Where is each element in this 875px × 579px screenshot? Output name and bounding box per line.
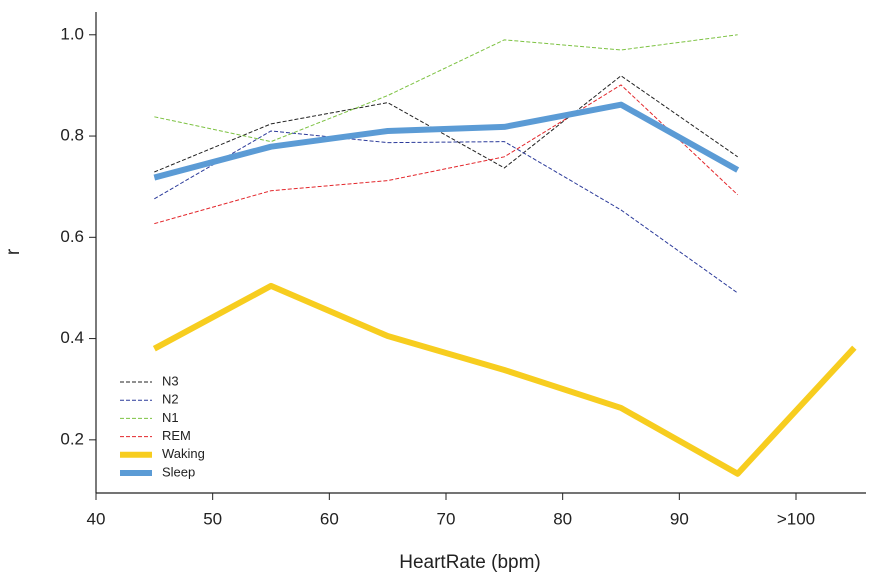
legend-label: N2 [162, 392, 179, 407]
legend-label: Waking [162, 446, 205, 461]
y-tick-label: 1.0 [60, 24, 84, 43]
legend-label: N1 [162, 410, 179, 425]
y-tick-label: 0.4 [60, 328, 84, 347]
y-tick-label: 0.2 [60, 429, 84, 448]
x-tick-label: 50 [203, 509, 222, 528]
series-line [153, 101, 740, 181]
x-tick-label: 70 [437, 509, 456, 528]
x-axis-label: HeartRate (bpm) [399, 552, 541, 573]
x-tick-label: 80 [553, 509, 572, 528]
series-line [154, 84, 739, 225]
y-tick-label: 0.6 [60, 227, 84, 246]
series-line [154, 75, 738, 173]
legend-label: Sleep [162, 464, 195, 479]
y-axis-label: r [3, 248, 24, 255]
legend-label: N3 [162, 373, 179, 388]
series-line [152, 282, 857, 477]
x-tick-label: 90 [670, 509, 689, 528]
x-tick-label: >100 [777, 509, 815, 528]
y-tick-label: 0.8 [60, 126, 84, 145]
legend-label: REM [162, 428, 191, 443]
series-line [154, 34, 738, 143]
x-tick-label: 60 [320, 509, 339, 528]
x-tick-label: 40 [87, 509, 106, 528]
